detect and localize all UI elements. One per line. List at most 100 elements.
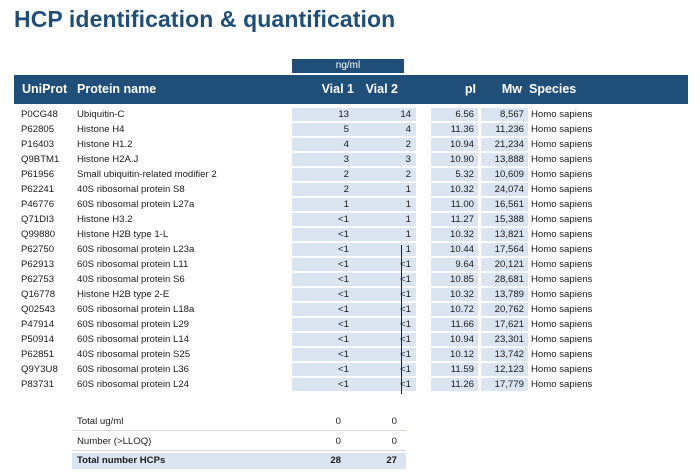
cell-mw: 28,681 [494,274,524,285]
cell-uniprot: Q9Y3U8 [21,364,58,375]
summary-row-total-ug-ml: Total ug/ml 0 0 [72,414,406,431]
cell-species: Homo sapiens [531,244,593,255]
cell-species: Homo sapiens [531,139,593,150]
cell-mw: 17,779 [494,379,524,390]
cell-mw: 24,074 [494,184,524,195]
cell-pi: 10.94 [449,334,474,345]
cell-uniprot: P16403 [21,139,55,150]
cell-pi: 11.36 [450,124,474,135]
table-row: P62805 Histone H4 5 4 11.36 11,236 Homo … [14,122,688,137]
cell-species: Homo sapiens [531,319,593,330]
cell-protein-name: 60S ribosomal protein L24 [77,379,189,390]
cell-vial2: 4 [405,124,411,135]
cell-uniprot: Q16778 [21,289,56,300]
cell-vial1: 2 [343,169,349,180]
cell-uniprot: P46776 [21,199,55,210]
header-uniprot: UniProt [22,82,68,96]
cell-mw: 17,564 [494,244,524,255]
cell-vial2: 3 [405,154,411,165]
header-vial1: Vial 1 [321,82,354,96]
cell-pi: 11.00 [450,199,474,210]
cell-species: Homo sapiens [531,289,593,300]
cell-species: Homo sapiens [531,274,593,285]
cell-vial1: 3 [343,154,349,165]
table-row: P46776 60S ribosomal protein L27a 1 1 11… [14,197,688,212]
cell-protein-name: 60S ribosomal protein L18a [77,304,195,315]
summary-label: Number (>LLOQ) [77,436,152,447]
cell-pi: 11.27 [450,214,474,225]
table-row: P50914 60S ribosomal protein L14 <1 <1 1… [14,332,688,347]
cell-vial1: <1 [338,319,349,330]
cell-uniprot: P62750 [21,244,55,255]
cell-species: Homo sapiens [531,214,593,225]
cell-pi: 10.32 [449,229,474,240]
cell-mw: 12,123 [494,364,524,375]
summary-label: Total ug/ml [77,416,124,427]
cell-uniprot: Q02543 [21,304,56,315]
cell-mw: 8,567 [499,109,524,120]
summary-vial1: 0 [335,436,341,447]
cell-protein-name: Ubiquitin-C [77,109,125,120]
cell-vial2: 1 [405,184,411,195]
table-row: P0CG48 Ubiquitin-C 13 14 6.56 8,567 Homo… [14,107,688,122]
cell-mw: 13,888 [494,154,524,165]
cell-vial2: 1 [405,229,411,240]
cell-protein-name: Histone H2A.J [77,154,139,165]
cell-uniprot: P50914 [21,334,55,345]
summary-vial1: 0 [335,416,341,427]
cell-uniprot: Q71DI3 [21,214,55,225]
cell-pi: 10.44 [449,244,474,255]
cell-vial1: <1 [338,214,349,225]
cell-mw: 23,301 [494,334,524,345]
cell-uniprot: Q99880 [21,229,56,240]
cell-vial1: <1 [338,229,349,240]
table-row: Q02543 60S ribosomal protein L18a <1 <1 … [14,302,688,317]
cell-mw: 15,388 [494,214,524,225]
cell-protein-name: 60S ribosomal protein L27a [77,199,195,210]
cell-uniprot: P62913 [21,259,55,270]
table-row: P47914 60S ribosomal protein L29 <1 <1 1… [14,317,688,332]
cell-mw: 20,121 [494,259,524,270]
cell-vial2: <1 [400,274,411,285]
cell-mw: 13,789 [494,289,524,300]
cell-pi: 11.26 [450,379,474,390]
cell-vial1: 2 [343,184,349,195]
cell-species: Homo sapiens [531,124,593,135]
cell-protein-name: 60S ribosomal protein L11 [77,259,189,270]
cell-species: Homo sapiens [531,199,593,210]
cell-mw: 20,762 [494,304,524,315]
cell-species: Homo sapiens [531,364,593,375]
cell-vial2: 2 [405,169,411,180]
cell-pi: 10.32 [449,289,474,300]
cell-vial1: <1 [338,349,349,360]
cell-vial1: 5 [343,124,349,135]
page-title: HCP identification & quantification [14,6,396,32]
summary-label: Total number HCPs [77,455,166,466]
cell-vial2: 1 [405,199,411,210]
cell-pi: 11.66 [450,319,474,330]
cell-species: Homo sapiens [531,169,593,180]
cell-vial1: <1 [338,259,349,270]
summary-vial1: 28 [330,455,341,466]
cell-vial1: 13 [338,109,349,120]
cell-pi: 5.32 [455,169,474,180]
cell-protein-name: 40S ribosomal protein S8 [77,184,185,195]
cell-protein-name: Histone H1.2 [77,139,133,150]
cell-species: Homo sapiens [531,304,593,315]
cell-protein-name: Histone H4 [77,124,125,135]
cell-species: Homo sapiens [531,109,593,120]
cell-vial2: <1 [400,319,411,330]
cell-species: Homo sapiens [531,229,593,240]
summary-row-number-lloq: Number (>LLOQ) 0 0 [72,434,406,451]
cell-vial2: <1 [400,349,411,360]
cell-pi: 10.85 [449,274,474,285]
cell-pi: 6.56 [455,109,474,120]
table-row: P62750 60S ribosomal protein L23a <1 1 1… [14,242,688,257]
cell-protein-name: 60S ribosomal protein L36 [77,364,189,375]
cell-vial1: <1 [338,364,349,375]
table-row: P83731 60S ribosomal protein L24 <1 <1 1… [14,377,688,392]
table-row: Q16778 Histone H2B type 2-E <1 <1 10.32 … [14,287,688,302]
cell-pi: 10.90 [449,154,474,165]
cell-species: Homo sapiens [531,259,593,270]
cell-uniprot: P62851 [21,349,55,360]
